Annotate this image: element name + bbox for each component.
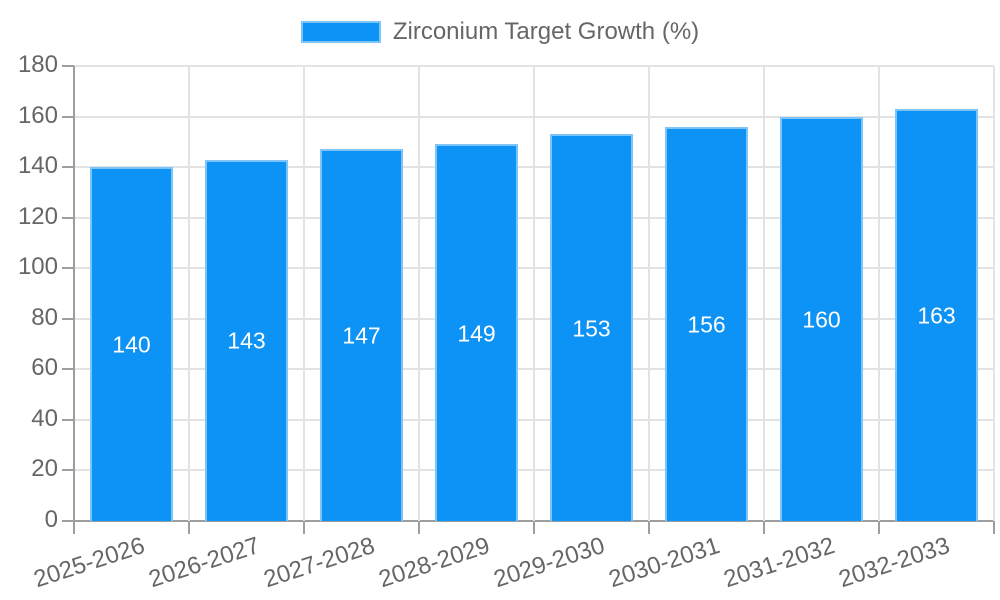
- x-tick-mark: [188, 521, 190, 534]
- y-tick-label: 120: [17, 202, 58, 230]
- bar-value-label: 163: [917, 302, 956, 329]
- x-tick-label: 2026-2027: [145, 532, 263, 594]
- chart-legend[interactable]: Zirconium Target Growth (%): [0, 18, 1000, 46]
- x-gridline: [648, 66, 650, 521]
- y-tick-label: 0: [44, 506, 58, 533]
- y-tick-mark: [62, 166, 74, 169]
- bar-value-label: 160: [802, 306, 841, 333]
- plot-area: 0 20 40 60 80 100 120 140 160 180 140 2025-2026 143 2…: [18, 51, 995, 593]
- x-tick-label: 2032-2033: [835, 532, 953, 594]
- x-gridline: [533, 66, 535, 521]
- y-tick-mark: [62, 368, 74, 371]
- y-tick-label: 160: [17, 101, 58, 129]
- bar-value-label: 156: [687, 311, 726, 338]
- y-tick-label: 100: [17, 253, 58, 281]
- x-tick-mark: [763, 521, 765, 534]
- bar[interactable]: 163: [895, 108, 978, 521]
- x-tick-mark: [648, 521, 650, 534]
- legend-swatch: [300, 21, 381, 43]
- x-tick-mark: [418, 521, 420, 534]
- y-tick-mark: [62, 418, 74, 421]
- x-tick-mark: [878, 521, 880, 534]
- y-axis-line: [73, 66, 75, 521]
- x-tick-mark: [993, 521, 995, 534]
- y-tick-mark: [62, 469, 74, 472]
- bar-value-label: 149: [457, 320, 496, 347]
- y-tick-mark: [62, 317, 74, 320]
- bar-value-label: 147: [342, 322, 381, 349]
- bar[interactable]: 140: [90, 167, 173, 521]
- y-tick-mark: [62, 216, 74, 219]
- x-tick-label: 2031-2032: [720, 532, 838, 594]
- bar[interactable]: 156: [665, 126, 748, 521]
- x-gridline: [303, 66, 305, 521]
- bar[interactable]: 143: [205, 159, 288, 521]
- bar[interactable]: 149: [435, 144, 518, 521]
- x-tick-label: 2025-2026: [30, 532, 148, 594]
- bar[interactable]: 147: [320, 149, 403, 521]
- y-tick-label: 80: [31, 303, 58, 331]
- x-tick-label: 2030-2031: [605, 532, 723, 594]
- bar-value-label: 140: [112, 331, 151, 358]
- y-tick-label: 60: [31, 354, 58, 382]
- y-tick-label: 40: [31, 404, 58, 432]
- x-tick-label: 2028-2029: [375, 532, 493, 594]
- bar[interactable]: 160: [780, 116, 863, 521]
- x-tick-mark: [303, 521, 305, 534]
- bar[interactable]: 153: [550, 134, 633, 521]
- y-tick-mark: [62, 65, 74, 67]
- x-tick-label: 2029-2030: [490, 532, 608, 594]
- y-tick-label: 140: [17, 152, 58, 180]
- bar-value-label: 153: [572, 315, 611, 342]
- y-tick-label: 20: [31, 455, 58, 483]
- y-tick-label: 180: [17, 51, 58, 78]
- x-gridline: [418, 66, 420, 521]
- y-tick-mark: [62, 115, 74, 118]
- y-tick-mark: [62, 267, 74, 270]
- y-tick-mark: [62, 520, 74, 522]
- x-tick-label: 2027-2028: [260, 532, 378, 594]
- x-gridline: [878, 66, 880, 521]
- x-gridline: [763, 66, 765, 521]
- legend-label: Zirconium Target Growth (%): [392, 18, 700, 45]
- x-gridline: [993, 66, 995, 521]
- x-tick-mark: [533, 521, 535, 534]
- x-tick-mark: [73, 521, 75, 534]
- bar-value-label: 143: [227, 327, 266, 354]
- x-gridline: [188, 66, 190, 521]
